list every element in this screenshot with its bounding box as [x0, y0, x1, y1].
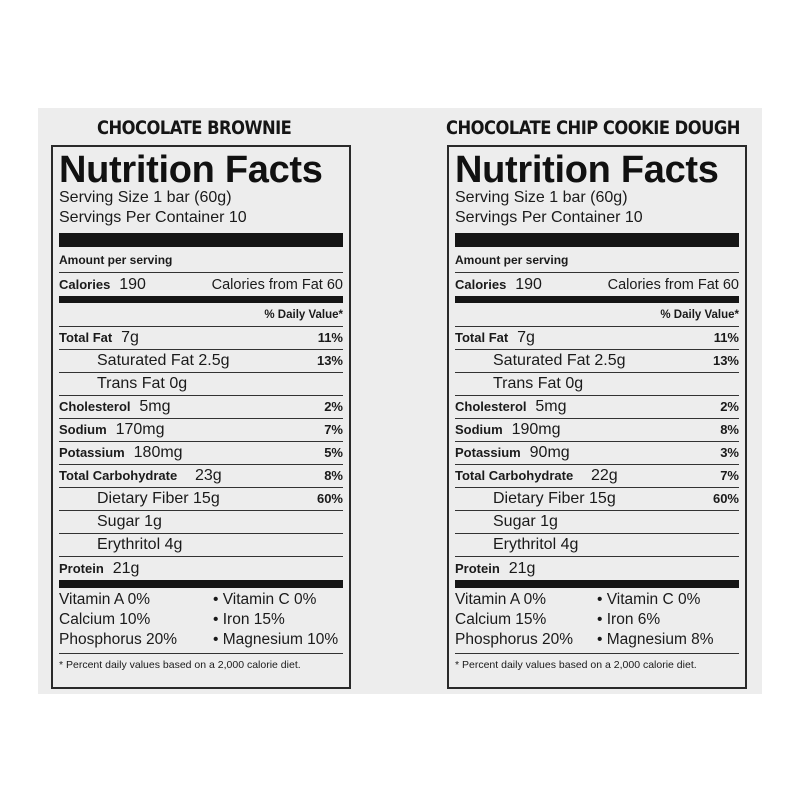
daily-value-footnote: * Percent daily values based on a 2,000 …	[455, 653, 739, 676]
medium-divider	[455, 296, 739, 303]
serving-size: Serving Size 1 bar (60g)	[59, 189, 232, 206]
nutrient-row: Cholesterol 5mg 2%	[59, 396, 343, 419]
amount-per-serving: Amount per serving	[455, 247, 739, 273]
serving-size: Serving Size 1 bar (60g)	[455, 189, 628, 206]
nutrient-row: Sugar 1g	[59, 511, 343, 534]
protein-row: Protein 21g	[455, 560, 536, 577]
product-title-brownie: CHOCOLATE BROWNIE	[97, 117, 292, 139]
nutrient-row: Saturated Fat 2.5g 13%	[455, 350, 739, 373]
vitamins-minerals: Vitamin A 0% • Vitamin C 0% Calcium 10% • …	[59, 591, 339, 648]
daily-value-header: % Daily Value*	[455, 303, 739, 327]
nutrient-row: Sugar 1g	[455, 511, 739, 534]
nutrient-row: Potassium 90mg 3%	[455, 442, 739, 465]
protein-row: Protein 21g	[59, 560, 140, 577]
medium-divider	[59, 580, 343, 588]
daily-value-footnote: * Percent daily values based on a 2,000 …	[59, 653, 343, 676]
nutrient-row: Total Carbohydrate 23g 8%	[59, 465, 343, 488]
product-title-cookie-dough: CHOCOLATE CHIP COOKIE DOUGH	[446, 117, 740, 139]
nutrient-row: Erythritol 4g	[455, 534, 739, 557]
servings-per-container: Servings Per Container 10	[59, 209, 247, 226]
nutrition-facts-heading: Nutrition Facts	[455, 149, 719, 191]
nutrition-panel-cookie-dough: Nutrition Facts Serving Size 1 bar (60g)…	[447, 145, 747, 689]
thick-divider	[59, 233, 343, 247]
medium-divider	[59, 296, 343, 303]
nutrient-row: Total Carbohydrate 22g 7%	[455, 465, 739, 488]
nutrient-row: Cholesterol 5mg 2%	[455, 396, 739, 419]
daily-value-header: % Daily Value*	[59, 303, 343, 327]
nutrient-row: Trans Fat 0g	[59, 373, 343, 396]
nutrient-row: Sodium 170mg 7%	[59, 419, 343, 442]
calories-row: Calories 190 Calories from Fat 60	[59, 276, 343, 293]
nutrient-row: Erythritol 4g	[59, 534, 343, 557]
nutrient-row: Total Fat 7g 11%	[59, 327, 343, 350]
nutrition-panel-brownie: Nutrition Facts Serving Size 1 bar (60g)…	[51, 145, 351, 689]
thick-divider	[455, 233, 739, 247]
nutrition-facts-heading: Nutrition Facts	[59, 149, 323, 191]
servings-per-container: Servings Per Container 10	[455, 209, 643, 226]
nutrient-row: Total Fat 7g 11%	[455, 327, 739, 350]
nutrient-row: Dietary Fiber 15g 60%	[59, 488, 343, 511]
vitamins-minerals: Vitamin A 0% • Vitamin C 0% Calcium 15% • …	[455, 591, 714, 648]
nutrient-row: Potassium 180mg 5%	[59, 442, 343, 465]
nutrient-row: Dietary Fiber 15g 60%	[455, 488, 739, 511]
calories-row: Calories 190 Calories from Fat 60	[455, 276, 739, 293]
amount-per-serving: Amount per serving	[59, 247, 343, 273]
nutrient-row: Trans Fat 0g	[455, 373, 739, 396]
nutrient-row: Saturated Fat 2.5g 13%	[59, 350, 343, 373]
nutrient-row: Sodium 190mg 8%	[455, 419, 739, 442]
medium-divider	[455, 580, 739, 588]
